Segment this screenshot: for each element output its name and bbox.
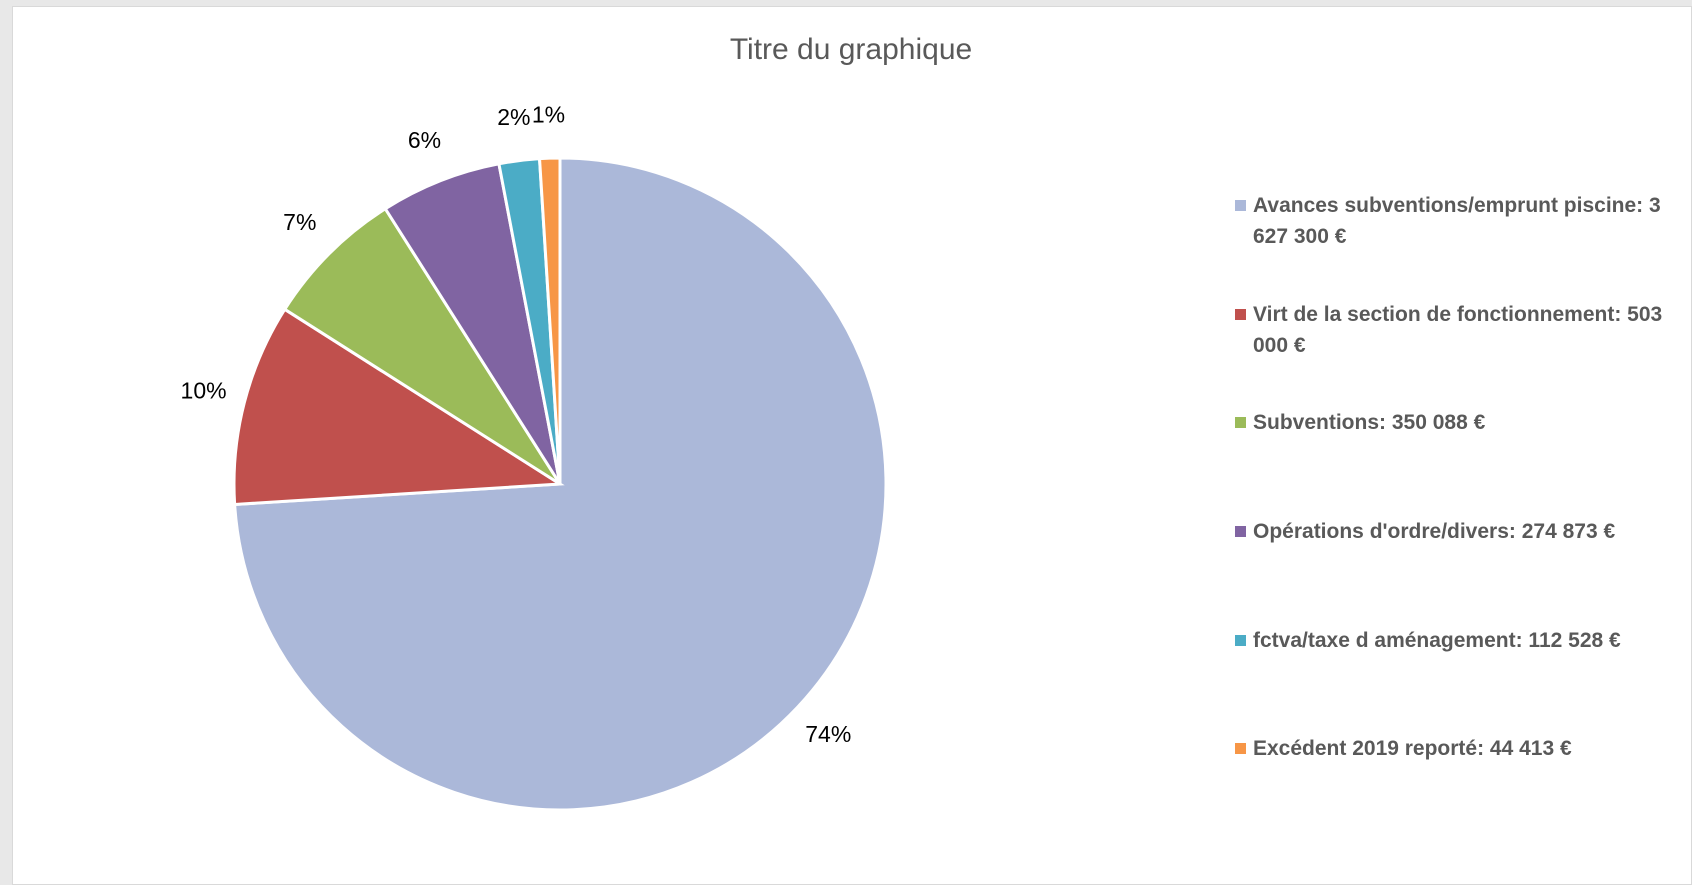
data-label: 10% (181, 378, 227, 404)
legend-label: Excédent 2019 reporté: 44 413 € (1253, 737, 1572, 760)
legend-item: fctva/taxe d aménagement: 112 528 € (1235, 625, 1680, 656)
data-label: 2% (497, 104, 530, 130)
legend-swatch (1235, 417, 1246, 428)
legend-swatch (1235, 526, 1246, 537)
legend-label: Opérations d'ordre/divers: 274 873 € (1253, 520, 1616, 543)
legend-swatch (1235, 309, 1246, 320)
pie-slice (232, 307, 565, 507)
legend-label: Subventions: 350 088 € (1253, 411, 1486, 434)
legend-item: Excédent 2019 reporté: 44 413 € (1235, 733, 1680, 764)
pie-slice (537, 156, 562, 485)
legend-swatch (1235, 635, 1246, 646)
legend-item: Virt de la section de fonctionnement: 50… (1235, 299, 1680, 361)
legend-swatch (1235, 200, 1246, 211)
data-label: 6% (408, 127, 441, 153)
legend-item: Subventions: 350 088 € (1235, 407, 1680, 438)
legend-label: Avances subventions/emprunt piscine: 3 6… (1253, 194, 1661, 248)
legend-label: Virt de la section de fonctionnement: 50… (1253, 303, 1663, 357)
legend-item: Avances subventions/emprunt piscine: 3 6… (1235, 190, 1680, 252)
legend-item: Opérations d'ordre/divers: 274 873 € (1235, 516, 1680, 547)
data-label: 74% (805, 721, 851, 747)
data-label: 1% (532, 101, 565, 127)
legend-label: fctva/taxe d aménagement: 112 528 € (1253, 629, 1621, 652)
legend-swatch (1235, 743, 1246, 754)
pie-slice (383, 162, 562, 485)
chart-title: Titre du graphique (730, 33, 972, 66)
pie-slice (282, 206, 562, 486)
data-label: 7% (283, 209, 316, 235)
